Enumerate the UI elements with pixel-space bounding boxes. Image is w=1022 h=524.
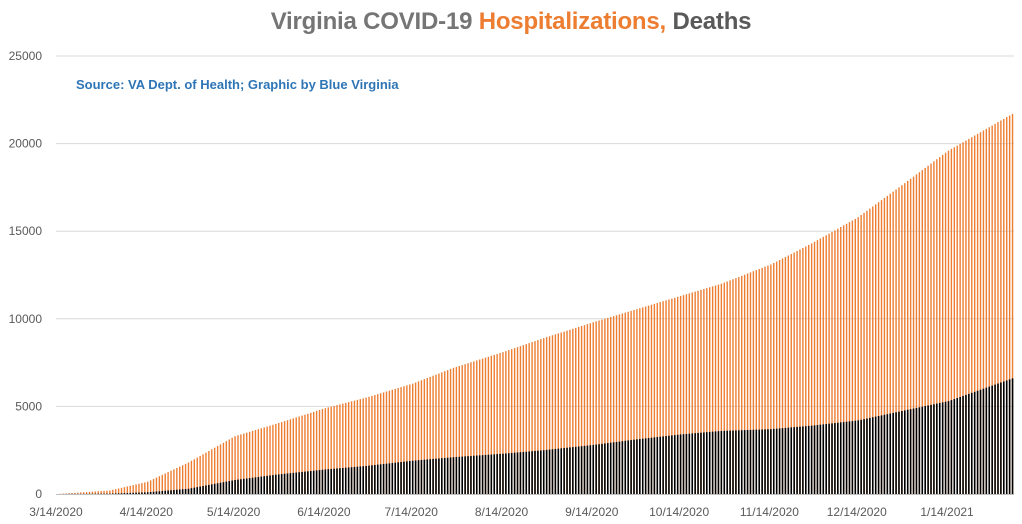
chart-title-part1: Virginia COVID-19 [270,8,479,35]
x-tick-label: 4/14/2020 [120,505,174,519]
chart-title: Virginia COVID-19 Hospitalizations, Deat… [0,8,1022,36]
x-tick-label: 3/14/2020 [29,505,83,519]
x-tick-label: 12/14/2020 [827,505,887,519]
gridlines [56,55,1014,407]
y-tick-label: 0 [35,487,42,501]
x-tick-label: 6/14/2020 [297,505,351,519]
source-note: Source: VA Dept. of Health; Graphic by B… [76,77,399,92]
y-tick-label: 15000 [9,224,43,238]
y-tick-label: 5000 [15,399,42,413]
chart-title-part2: Hospitalizations, [478,8,667,35]
y-tick-label: 25000 [9,49,43,63]
x-tick-label: 5/14/2020 [207,505,261,519]
chart-title-part3: Deaths [666,8,752,35]
y-tick-label: 20000 [9,137,43,151]
x-tick-label: 8/14/2020 [475,505,529,519]
x-tick-label: 7/14/2020 [385,505,439,519]
y-tick-label: 10000 [9,312,43,326]
x-tick-label: 9/14/2020 [565,505,619,519]
x-tick-label: 10/14/2020 [649,505,709,519]
x-tick-label: 11/14/2020 [740,505,799,519]
x-axis: 3/14/2020 4/14/2020 5/14/2020 6/14/2020 7/14… [29,505,974,519]
deaths-series [59,378,1014,494]
y-axis: 0 5000 10000 15000 20000 25000 [9,49,43,501]
x-tick-label: 1/14/2021 [920,505,974,519]
